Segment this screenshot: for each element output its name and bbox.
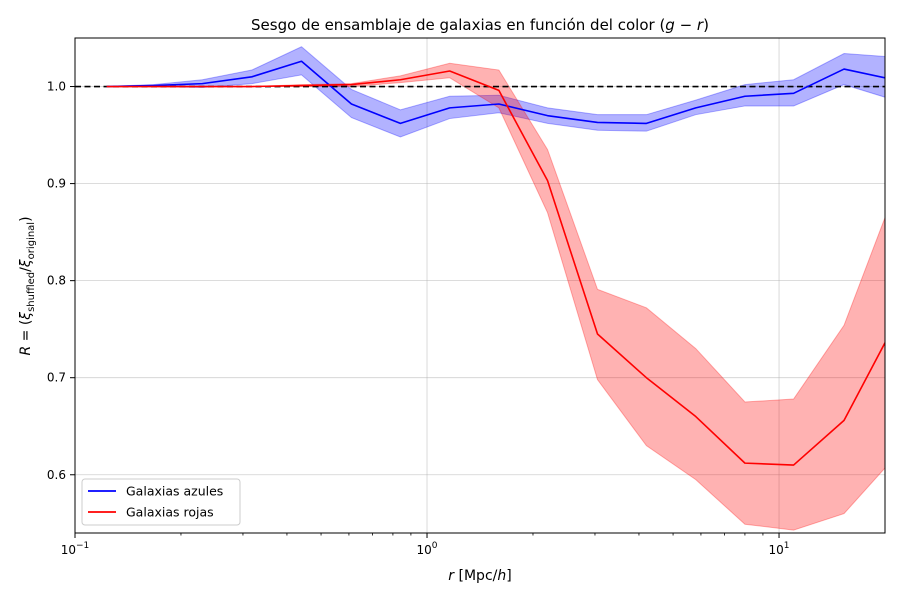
plot-area [75,46,885,531]
y-tick-label-0: 0.6 [47,468,66,482]
legend-label-galaxias-rojas: Galaxias rojas [126,505,214,520]
y-tick-label-1: 0.7 [47,371,66,385]
legend-label-galaxias-azules: Galaxias azules [126,484,223,499]
x-axis-label: r [Mpc/h] [448,568,511,584]
y-tick-label-2: 0.8 [47,274,66,288]
y-axis-ticks: 0.6 0.7 0.8 0.9 1.0 [47,80,75,482]
line-galaxias-rojas [106,70,885,466]
legend-box [81,478,241,526]
x-tick-label-0: 10−1 [61,541,90,557]
y-tick-label-4: 1.0 [47,80,66,94]
line-galaxias-azules [106,60,885,125]
axes-frame [74,37,886,534]
y-axis-label: R = (ξshuffled/ξoriginal) [18,216,37,355]
band-galaxias-rojas [106,62,885,531]
chart-title: Sesgo de ensamblaje de galaxias en funci… [251,16,709,34]
legend: Galaxias azules Galaxias rojas [81,478,241,526]
band-galaxias-azules [106,46,885,138]
x-tick-label-2: 101 [769,541,790,557]
y-tick-label-3: 0.9 [47,177,66,191]
x-axis-ticks: 10−1 100 101 [61,533,790,557]
x-tick-label-1: 100 [417,541,438,557]
